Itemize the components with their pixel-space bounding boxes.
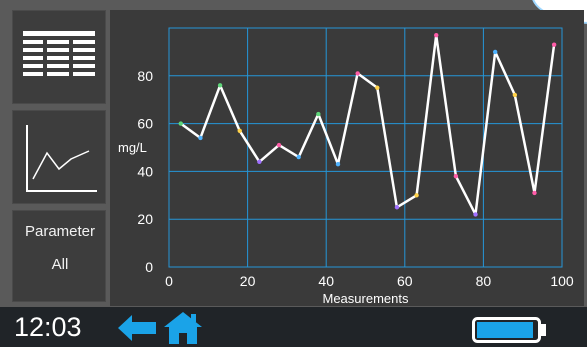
x-tick-label: 20	[240, 273, 256, 289]
parameter-button[interactable]: Parameter All	[12, 210, 106, 302]
parameter-label: Parameter	[24, 223, 96, 240]
status-bar: 12:03	[0, 307, 587, 347]
x-tick-label: 0	[165, 273, 173, 289]
data-point	[532, 190, 537, 196]
data-point	[492, 49, 498, 55]
measurement-chart: 0 20 40 60 80 100 0 20 40 60 80 Measurements mg/L	[118, 27, 574, 306]
y-axis-label: mg/L	[118, 140, 147, 155]
x-tick-label: 60	[397, 273, 413, 289]
battery-level	[477, 322, 533, 338]
y-tick-label: 80	[137, 68, 153, 84]
data-point	[414, 193, 419, 198]
battery-icon	[472, 317, 546, 343]
data-point	[551, 42, 557, 47]
data-point	[316, 111, 321, 117]
table-view-button[interactable]	[12, 10, 106, 104]
back-arrow-icon[interactable]	[118, 315, 156, 341]
x-tick-label: 80	[476, 273, 492, 289]
y-tick-label: 60	[137, 116, 153, 132]
data-point	[296, 154, 301, 160]
chart-panel: 0 20 40 60 80 100 0 20 40 60 80 Measurements mg/L	[110, 10, 584, 306]
clock: 12:03	[14, 312, 82, 342]
x-tick-label: 100	[550, 273, 574, 289]
data-point	[178, 121, 183, 126]
data-line	[180, 33, 556, 216]
y-tick-label: 0	[145, 259, 153, 275]
data-point	[434, 32, 439, 38]
y-tick-label: 20	[137, 211, 153, 227]
data-point	[217, 83, 223, 88]
data-point	[473, 212, 478, 217]
x-axis-label: Measurements	[323, 291, 409, 306]
data-point	[355, 71, 360, 76]
data-point	[237, 128, 242, 133]
data-point	[512, 92, 518, 98]
plot-frame	[168, 27, 563, 268]
parameter-value: All	[51, 256, 69, 273]
data-point	[276, 142, 282, 148]
data-point	[394, 205, 400, 210]
x-tick-label: 40	[318, 273, 334, 289]
data-point	[453, 173, 459, 179]
chart-view-button[interactable]	[12, 110, 106, 204]
data-point	[198, 135, 203, 141]
data-point	[375, 85, 380, 90]
y-tick-label: 40	[137, 163, 153, 179]
data-point	[257, 159, 262, 165]
table-icon	[23, 31, 95, 76]
line-chart-icon	[26, 125, 97, 192]
home-icon[interactable]	[164, 312, 202, 344]
data-point	[335, 162, 341, 167]
